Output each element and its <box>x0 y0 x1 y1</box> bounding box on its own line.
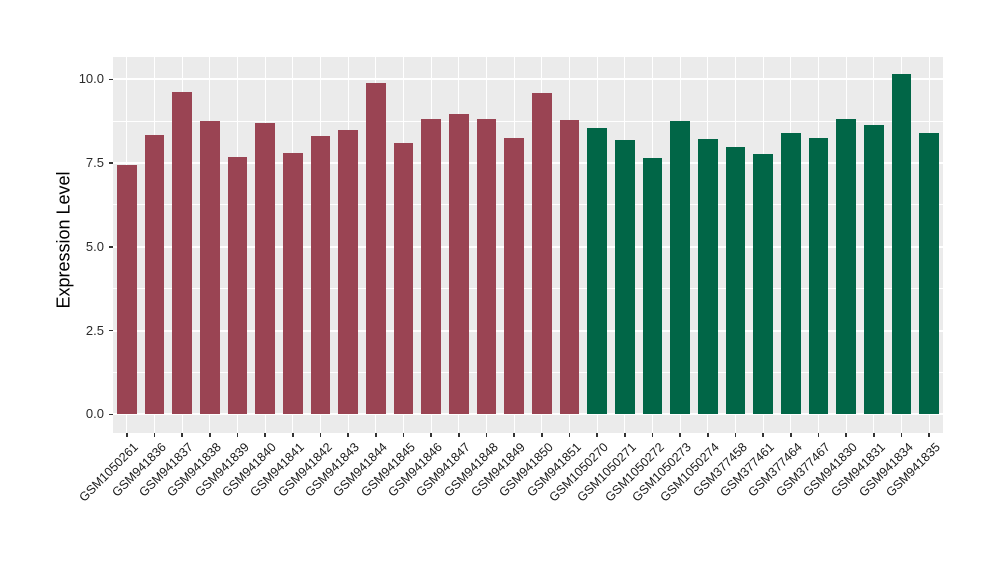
bar-GSM377464 <box>781 132 801 415</box>
y-tick-mark <box>109 162 113 164</box>
x-tick-mark <box>707 433 709 437</box>
bar-GSM1050273 <box>670 120 690 415</box>
x-tick-mark <box>126 433 128 437</box>
bar-GSM941837 <box>172 92 192 415</box>
x-tick-mark <box>817 433 820 437</box>
y-tick-label: 2.5 <box>85 322 104 338</box>
bar-GSM941840 <box>255 123 275 415</box>
x-tick-mark <box>292 433 294 437</box>
bar-GSM941851 <box>559 120 580 415</box>
x-tick-mark <box>513 433 515 437</box>
y-tick-mark <box>109 329 113 332</box>
gridline-minor <box>113 288 943 290</box>
bar-GSM941847 <box>449 114 469 415</box>
y-tick-label: 0.0 <box>85 406 104 422</box>
bar-GSM1050274 <box>698 139 718 415</box>
x-tick-mark <box>734 433 737 437</box>
x-tick-mark <box>347 433 349 437</box>
gridline-minor <box>113 204 943 206</box>
bar-GSM941849 <box>504 137 524 415</box>
gridline-major <box>113 413 943 416</box>
bar-GSM1050271 <box>615 139 635 415</box>
y-tick-label: 7.5 <box>85 155 104 171</box>
x-tick-mark <box>319 433 322 437</box>
x-tick-mark <box>264 433 266 437</box>
y-tick-label: 10.0 <box>78 71 104 87</box>
y-tick-mark <box>109 413 113 416</box>
gridline-major <box>113 78 943 81</box>
bar-GSM941839 <box>227 156 248 415</box>
x-tick-mark <box>928 433 930 437</box>
x-tick-mark <box>153 433 156 437</box>
bar-GSM941848 <box>476 119 497 415</box>
bar-GSM941836 <box>144 134 165 415</box>
bar-GSM941830 <box>836 119 856 415</box>
x-tick-mark <box>430 433 432 437</box>
bar-GSM377461 <box>753 154 773 415</box>
x-tick-mark <box>762 433 764 437</box>
x-tick-mark <box>651 433 654 437</box>
x-tick-mark <box>181 433 183 437</box>
bar-GSM941831 <box>864 125 884 415</box>
x-tick-mark <box>458 433 460 437</box>
x-tick-mark <box>790 433 792 437</box>
x-tick-mark <box>402 433 405 437</box>
x-tick-mark <box>375 433 377 437</box>
bar-GSM377458 <box>725 146 746 415</box>
gridline-minor <box>113 120 943 122</box>
y-tick-mark <box>109 78 113 81</box>
bar-GSM941841 <box>283 152 303 415</box>
bar-GSM941835 <box>919 132 939 415</box>
bar-GSM941846 <box>421 119 441 415</box>
gridline-major <box>113 245 943 248</box>
gridline-minor <box>113 371 943 373</box>
bar-GSM941842 <box>310 135 331 415</box>
x-tick-mark <box>541 433 543 437</box>
x-tick-mark <box>209 433 211 437</box>
y-tick-mark <box>109 246 113 248</box>
gridline-major <box>113 162 943 165</box>
bar-GSM941845 <box>393 143 414 415</box>
gridline-major <box>113 329 943 332</box>
x-tick-mark <box>900 433 903 437</box>
x-tick-mark <box>236 433 239 437</box>
plot-panel <box>113 57 943 433</box>
x-tick-mark <box>596 433 598 437</box>
x-tick-mark <box>624 433 626 437</box>
x-tick-mark <box>679 433 681 437</box>
bar-GSM941850 <box>532 92 552 415</box>
bar-GSM941834 <box>891 73 912 415</box>
bar-GSM1050261 <box>117 164 137 415</box>
bar-GSM941844 <box>366 82 386 415</box>
x-tick-mark <box>873 433 875 437</box>
x-tick-mark <box>568 433 571 437</box>
bar-GSM377467 <box>808 138 829 415</box>
bar-GSM941843 <box>338 129 358 415</box>
y-tick-label: 5.0 <box>85 238 104 254</box>
bar-GSM1050270 <box>587 127 607 415</box>
bar-GSM941838 <box>200 120 220 415</box>
x-tick-mark <box>845 433 847 437</box>
x-tick-mark <box>485 433 488 437</box>
bar-GSM1050272 <box>642 157 663 415</box>
